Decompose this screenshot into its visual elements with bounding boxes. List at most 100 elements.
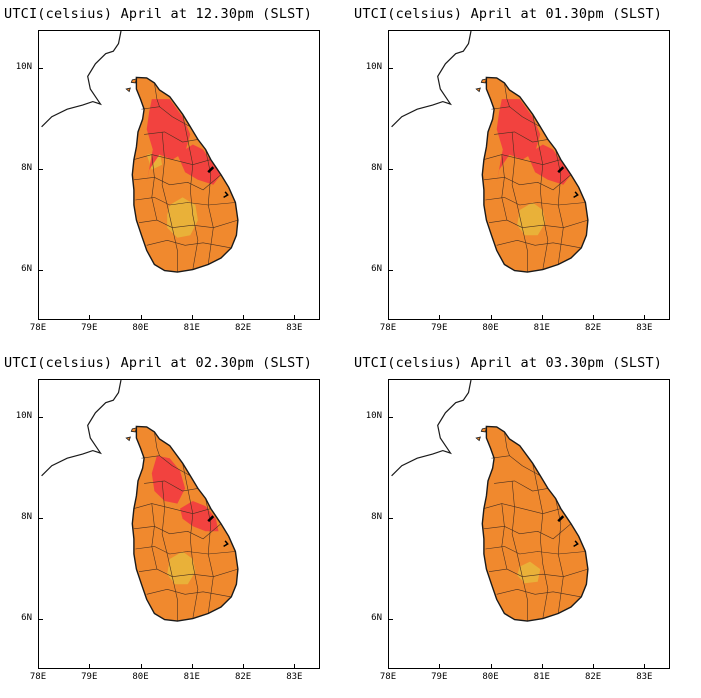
- district-boundary: [555, 149, 564, 265]
- cool-zone: [167, 197, 198, 238]
- islet: [480, 427, 487, 433]
- y-tick-mark: [38, 168, 43, 170]
- map-panel-0330: UTCI(celsius) April at 03.30pm (SLST) 10…: [350, 349, 700, 698]
- district-boundary: [135, 197, 236, 206]
- district-boundary: [161, 480, 178, 622]
- x-tick-label: 81E: [533, 323, 550, 333]
- x-tick-label: 83E: [636, 672, 653, 682]
- hot-zone: [146, 99, 191, 183]
- y-tick-mark: [38, 269, 43, 271]
- district-boundary: [141, 106, 191, 128]
- utci-map: [391, 31, 589, 273]
- district-boundary: [151, 503, 158, 570]
- lagoon: [573, 540, 579, 548]
- y-tick-mark: [388, 618, 393, 620]
- y-tick-mark: [388, 517, 393, 519]
- y-tick-mark: [388, 168, 393, 170]
- x-tick-label: 83E: [286, 323, 303, 333]
- district-boundary: [555, 498, 564, 614]
- district-boundary: [182, 463, 199, 619]
- india-coastline: [41, 31, 122, 128]
- x-tick-label: 81E: [183, 323, 200, 333]
- x-tick-mark: [541, 664, 543, 669]
- lagoon: [223, 540, 229, 548]
- y-tick-label: 10N: [15, 61, 32, 72]
- lagoon: [207, 166, 215, 174]
- x-tick-mark: [243, 315, 245, 320]
- lagoon: [223, 191, 229, 199]
- x-tick-mark: [593, 664, 595, 669]
- hot-zone: [151, 455, 186, 504]
- district-boundary: [532, 463, 549, 619]
- x-tick-mark: [439, 315, 441, 320]
- island-fill: [482, 426, 588, 622]
- district-boundary: [494, 480, 548, 492]
- district-boundary: [133, 503, 211, 515]
- x-tick-label: 81E: [183, 672, 200, 682]
- x-tick-mark: [541, 315, 543, 320]
- hot-zone: [177, 144, 221, 185]
- map-panel-0230: UTCI(celsius) April at 02.30pm (SLST) 10…: [0, 349, 350, 698]
- x-tick-label: 80E: [482, 672, 499, 682]
- district-boundary: [483, 523, 572, 540]
- district-boundary: [133, 174, 222, 191]
- islet: [130, 78, 137, 84]
- x-tick-label: 82E: [584, 323, 602, 333]
- district-boundary: [491, 106, 541, 128]
- island-fill: [132, 426, 238, 622]
- district-boundary: [511, 131, 528, 273]
- map-frame: [38, 379, 320, 669]
- islet: [480, 78, 487, 84]
- x-tick-label: 82E: [234, 323, 252, 333]
- y-tick-label: 6N: [371, 612, 382, 623]
- x-tick-mark: [490, 315, 492, 320]
- panel-title: UTCI(celsius) April at 02.30pm (SLST): [4, 355, 313, 371]
- cool-zone: [167, 551, 196, 585]
- x-tick-label: 79E: [431, 672, 448, 682]
- y-tick-label: 10N: [365, 410, 382, 421]
- y-tick-mark: [388, 416, 393, 418]
- district-boundary: [504, 82, 510, 107]
- india-coastline: [41, 380, 122, 477]
- x-tick-mark: [89, 315, 91, 320]
- coastline: [481, 76, 589, 273]
- y-tick-mark: [388, 67, 393, 69]
- district-boundary: [496, 239, 582, 249]
- utci-map: [41, 380, 239, 622]
- x-tick-mark: [644, 315, 646, 320]
- x-tick-mark: [294, 315, 296, 320]
- district-boundary: [205, 498, 214, 614]
- x-tick-label: 78E: [379, 323, 397, 333]
- x-tick-mark: [191, 664, 193, 669]
- y-tick-mark: [388, 269, 393, 271]
- x-tick-mark: [388, 315, 389, 320]
- islet: [125, 87, 131, 93]
- lagoon: [557, 515, 565, 523]
- x-tick-label: 80E: [132, 323, 149, 333]
- india-coastline: [391, 380, 472, 477]
- x-tick-label: 80E: [132, 672, 149, 682]
- x-tick-label: 78E: [29, 672, 47, 682]
- islet: [475, 87, 481, 93]
- district-boundary: [485, 197, 586, 206]
- y-tick-label: 6N: [21, 263, 32, 274]
- x-tick-mark: [243, 664, 245, 669]
- district-boundary: [501, 503, 508, 570]
- y-tick-label: 6N: [21, 612, 32, 623]
- district-boundary: [485, 546, 586, 555]
- district-boundary: [504, 431, 510, 456]
- x-tick-mark: [140, 664, 142, 669]
- x-tick-label: 83E: [286, 672, 303, 682]
- hot-zone: [527, 144, 571, 185]
- district-boundary: [532, 114, 549, 270]
- x-tick-mark: [38, 664, 39, 669]
- x-tick-mark: [38, 315, 39, 320]
- y-tick-label: 10N: [365, 61, 382, 72]
- district-boundary: [496, 588, 582, 598]
- x-tick-label: 83E: [636, 323, 653, 333]
- district-boundary: [135, 546, 236, 555]
- map-frame: [388, 30, 670, 320]
- coastline: [481, 425, 589, 622]
- y-tick-label: 8N: [21, 162, 32, 173]
- district-boundary: [154, 431, 160, 456]
